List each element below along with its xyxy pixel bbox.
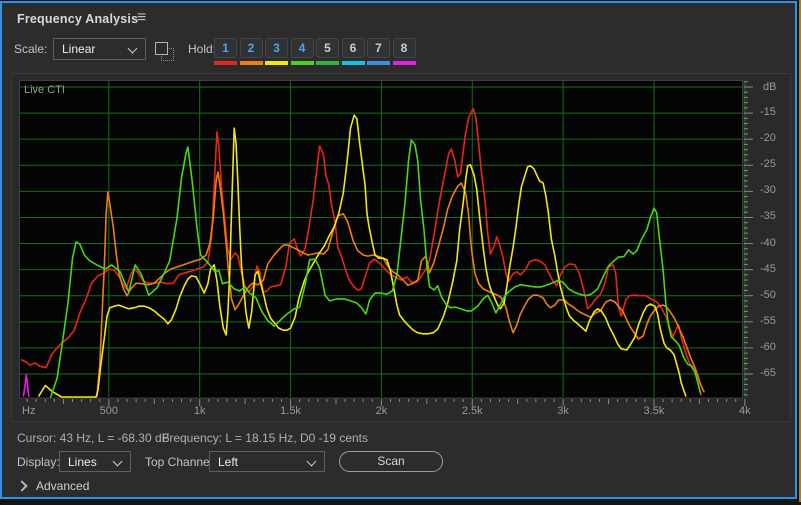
scale-dropdown[interactable]: Linear — [53, 38, 146, 60]
y-tick-label: -20 — [760, 132, 776, 145]
live-cti-label: Live CTI — [24, 84, 65, 96]
y-tick-label: -65 — [760, 366, 776, 379]
hold-button-1[interactable]: 1 — [214, 38, 237, 65]
scale-label: Scale: — [14, 42, 48, 56]
hold-button-number[interactable]: 2 — [239, 38, 263, 58]
y-tick-label: -25 — [760, 158, 776, 171]
y-tick-label: -60 — [760, 340, 776, 353]
hold-color-swatch — [290, 61, 314, 65]
x-tick-label: 4k — [739, 405, 751, 417]
advanced-expander[interactable]: Advanced — [36, 479, 90, 493]
y-tick-label: -35 — [760, 210, 776, 223]
hold-button-2[interactable]: 2 — [239, 38, 263, 65]
y-tick-label: -15 — [760, 106, 776, 119]
chevron-right-icon[interactable] — [16, 480, 28, 492]
hold-button-6[interactable]: 6 — [341, 38, 365, 65]
hold-button-4[interactable]: 4 — [290, 38, 314, 65]
hold-color-swatch — [265, 61, 288, 65]
hold-button-number[interactable]: 7 — [367, 38, 390, 58]
chevron-down-icon — [127, 43, 138, 54]
x-tick-label: 3.5k — [643, 405, 665, 417]
y-tick-label: -55 — [760, 314, 776, 327]
panel-menu-icon[interactable]: ≡ — [137, 9, 147, 26]
db-axis-unit: dB — [763, 81, 777, 93]
hold-color-swatch — [392, 61, 416, 65]
hold-color-swatch — [367, 61, 390, 65]
x-tick-label: 1k — [193, 405, 206, 417]
x-tick-label: 500 — [99, 405, 119, 417]
hold-color-swatch — [316, 61, 339, 65]
hold-button-number[interactable]: 3 — [265, 38, 288, 58]
hold-label: Hold: — [188, 42, 217, 56]
panel-title: Frequency Analysis — [17, 12, 139, 26]
x-tick-label: 2.5k — [461, 405, 483, 417]
status-frequency: Frequency: L = 18.15 Hz, D0 -19 cents — [162, 431, 368, 445]
hold-button-5[interactable]: 5 — [316, 38, 339, 65]
spectrum-plot[interactable] — [19, 80, 743, 398]
hold-button-8[interactable]: 8 — [392, 38, 416, 65]
hold-color-swatch — [239, 61, 263, 65]
y-tick-label: -45 — [760, 262, 776, 275]
y-tick-label: -40 — [760, 236, 776, 249]
hold-color-swatch — [214, 61, 237, 65]
display-dropdown[interactable]: Lines — [59, 451, 131, 472]
hold-button-number[interactable]: 5 — [316, 38, 339, 58]
display-label: Display: — [17, 455, 60, 469]
y-tick-label: -50 — [760, 288, 776, 301]
solid-square-icon — [155, 42, 168, 55]
hold-color-swatch — [341, 61, 365, 65]
adjacent-panel-edge — [799, 0, 801, 502]
hold-button-number[interactable]: 6 — [341, 38, 365, 58]
x-tick-label: 2k — [375, 405, 388, 417]
scan-button[interactable]: Scan — [339, 451, 443, 472]
hold-button-number[interactable]: 8 — [392, 38, 416, 58]
scale-value: Linear — [62, 42, 96, 56]
display-value: Lines — [68, 455, 97, 469]
top-channel-value: Left — [218, 455, 239, 469]
hold-button-number[interactable]: 4 — [290, 38, 314, 58]
freeze-selection-icon[interactable] — [155, 42, 177, 64]
status-cursor: Cursor: 43 Hz, L = -68.30 dB — [17, 431, 170, 445]
hz-axis-unit: Hz — [22, 405, 36, 417]
hold-button-number[interactable]: 1 — [214, 38, 237, 58]
hold-button-7[interactable]: 7 — [367, 38, 390, 65]
x-tick-label: 1.5k — [280, 405, 301, 417]
hold-button-3[interactable]: 3 — [265, 38, 288, 65]
top-channel-dropdown[interactable]: Left — [209, 451, 325, 472]
chevron-down-icon — [112, 456, 123, 467]
y-tick-label: -30 — [760, 184, 776, 197]
top-channel-label: Top Channel: — [145, 455, 216, 469]
chevron-down-icon — [306, 456, 317, 467]
x-tick-label: 3k — [557, 405, 569, 417]
